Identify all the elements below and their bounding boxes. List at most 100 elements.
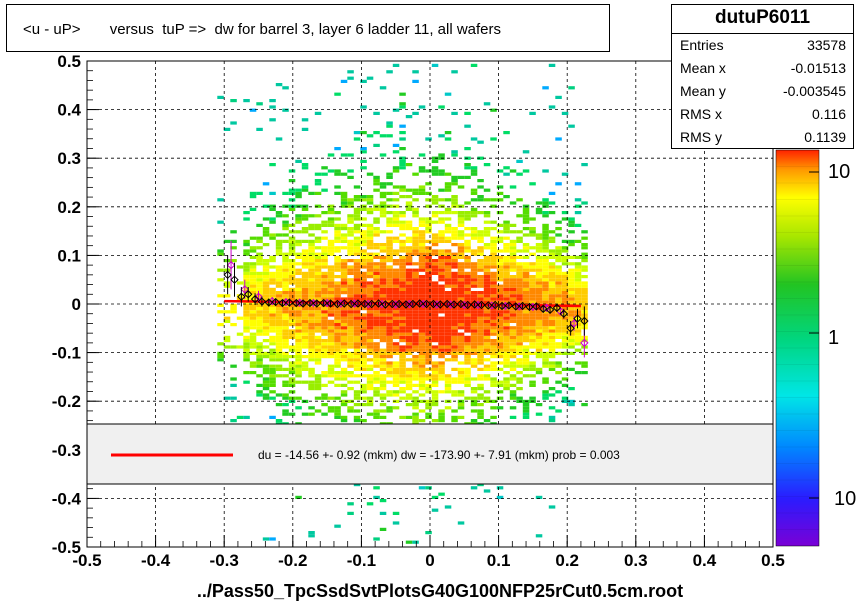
stats-label: RMS x xyxy=(680,106,722,122)
density-cell xyxy=(509,319,517,323)
profile-black-point xyxy=(573,314,582,323)
density-cell xyxy=(392,287,400,291)
density-cell xyxy=(282,214,289,218)
density-cell xyxy=(353,396,361,400)
density-cell xyxy=(373,252,380,256)
density-cell xyxy=(464,319,471,323)
density-cell xyxy=(340,367,348,371)
density-cell xyxy=(444,255,452,259)
density-cell xyxy=(444,313,452,317)
density-cell xyxy=(392,169,400,173)
profile-black-point xyxy=(285,298,294,307)
density-cell xyxy=(483,323,491,327)
density-cell xyxy=(282,291,289,295)
density-cell xyxy=(386,361,393,365)
density-cell xyxy=(321,316,328,320)
density-cell xyxy=(327,243,335,247)
density-cell xyxy=(470,332,478,336)
density-cell xyxy=(457,278,465,282)
density-cell xyxy=(295,319,302,323)
density-cell xyxy=(347,329,354,333)
density-cell xyxy=(438,371,445,375)
density-cell xyxy=(282,367,289,371)
density-cell xyxy=(542,86,549,90)
density-cell xyxy=(568,124,575,128)
density-cell xyxy=(431,233,439,237)
density-cell xyxy=(327,310,335,314)
density-cell xyxy=(347,361,354,365)
density-cell xyxy=(412,249,419,253)
density-cell xyxy=(490,383,497,387)
density-cell xyxy=(438,252,445,256)
density-cell xyxy=(470,169,478,173)
density-cell xyxy=(340,172,348,176)
density-cell xyxy=(412,361,419,365)
density-cell xyxy=(431,332,439,336)
density-cell xyxy=(295,291,302,295)
density-cell xyxy=(522,284,530,288)
density-cell xyxy=(269,396,276,400)
density-cell xyxy=(249,246,257,250)
profile-magenta-point xyxy=(446,300,455,309)
density-cell xyxy=(464,310,471,314)
density-cell xyxy=(509,268,517,272)
density-cell xyxy=(353,316,361,320)
density-cell xyxy=(574,284,582,288)
profile-magenta-point xyxy=(364,299,373,309)
density-cell xyxy=(327,207,335,211)
density-cell xyxy=(568,223,575,227)
density-cell xyxy=(529,313,536,317)
density-cell xyxy=(477,246,484,250)
density-cell xyxy=(295,191,302,195)
density-cell xyxy=(509,169,517,173)
density-cell xyxy=(314,316,322,320)
density-cell xyxy=(529,287,536,291)
density-cell xyxy=(431,403,439,407)
density-cell xyxy=(561,399,569,403)
density-cell xyxy=(379,329,387,333)
density-cell xyxy=(568,294,575,298)
density-cell xyxy=(457,230,465,234)
density-cell xyxy=(321,265,328,269)
density-cell xyxy=(457,316,465,320)
density-cell xyxy=(379,367,387,371)
density-cell xyxy=(399,131,406,135)
density-cell xyxy=(548,275,556,279)
density-cell xyxy=(373,233,380,237)
density-cell xyxy=(256,383,263,387)
density-cell xyxy=(405,403,413,407)
density-cell xyxy=(509,185,517,189)
profile-black-point xyxy=(312,299,322,308)
density-cell xyxy=(431,281,439,285)
density-cell xyxy=(321,291,328,295)
density-cell xyxy=(308,342,315,346)
density-cell xyxy=(321,275,328,279)
density-cell xyxy=(269,204,276,208)
density-cell xyxy=(314,310,322,314)
density-cell xyxy=(425,374,432,378)
x-tick-label: 0.1 xyxy=(487,551,511,570)
density-cell xyxy=(314,323,322,327)
density-cell xyxy=(503,259,510,263)
density-cell xyxy=(321,271,328,275)
density-cell xyxy=(373,310,380,314)
density-cell xyxy=(431,172,439,176)
density-cell xyxy=(392,361,400,365)
density-cell xyxy=(581,259,588,263)
density-cell xyxy=(366,323,374,327)
density-cell xyxy=(360,316,367,320)
density-cell xyxy=(438,332,445,336)
density-cell xyxy=(308,233,315,237)
density-cell xyxy=(444,268,452,272)
density-cell xyxy=(373,255,380,259)
density-cell xyxy=(431,63,439,67)
density-cell xyxy=(542,271,549,275)
profile-black-point xyxy=(422,299,431,309)
density-cell xyxy=(223,345,231,349)
density-cell xyxy=(275,291,283,295)
density-cell xyxy=(522,310,530,314)
density-cell xyxy=(548,284,556,288)
density-cell xyxy=(574,265,582,269)
density-cell xyxy=(490,108,497,112)
density-cell xyxy=(217,220,224,224)
